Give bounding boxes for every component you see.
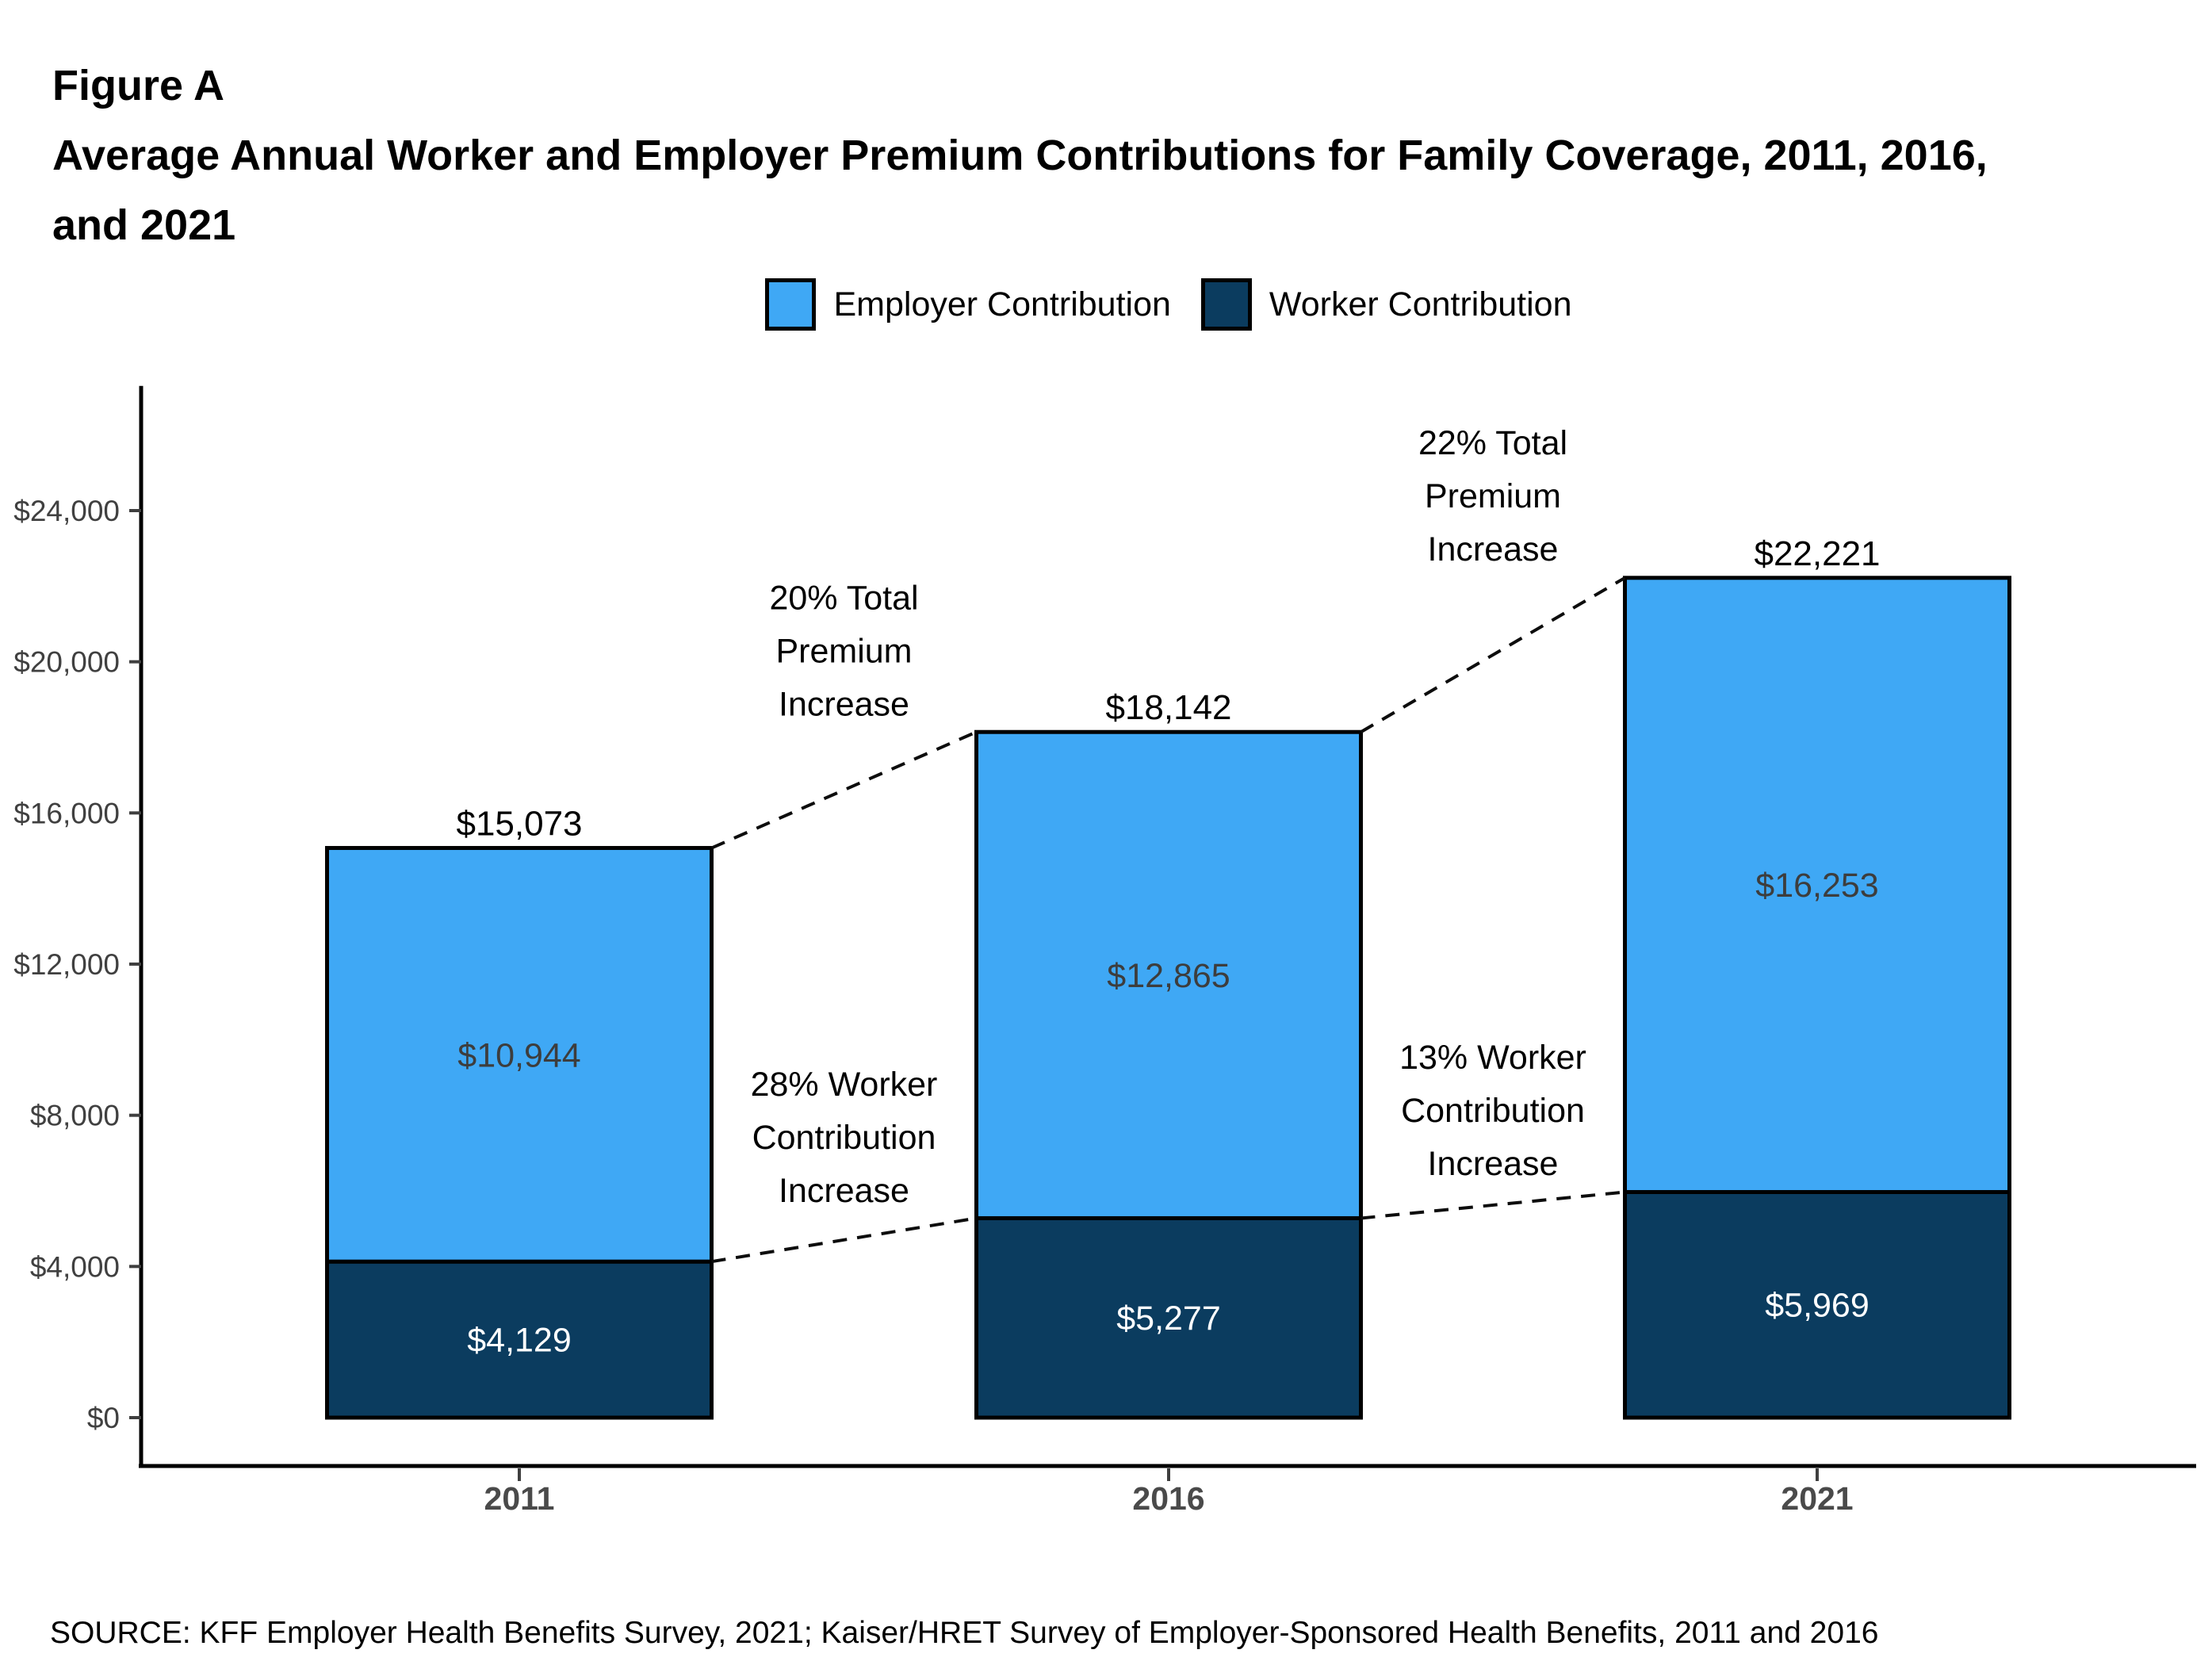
total-value-label-2021: $22,221	[1754, 534, 1880, 573]
y-tick-label: $8,000	[30, 1100, 120, 1132]
connector-total-2016-2021	[1360, 576, 1626, 733]
source-note: SOURCE: KFF Employer Health Benefits Sur…	[50, 1616, 1879, 1650]
y-tick-label: $0	[87, 1402, 120, 1434]
annotation-total-2016-2021-line2: Premium	[1425, 477, 1561, 515]
chart-legend: Employer Contribution Worker Contribution	[141, 266, 2196, 343]
legend-swatch-icon	[765, 278, 817, 331]
y-tick-label: $24,000	[13, 495, 120, 527]
bar-2016-worker-segment	[974, 1215, 1363, 1420]
connector-worker-2016-2021	[1360, 1190, 1625, 1220]
annotation-total-2011-2016-line1: 20% Total	[769, 579, 918, 617]
y-tick-label: $4,000	[30, 1250, 120, 1283]
connector-total-2011-2016	[710, 730, 978, 850]
title-block: Figure A Average Annual Worker and Emplo…	[52, 51, 2019, 260]
y-tick-label: $20,000	[13, 646, 120, 679]
annotation-worker-2016-2021-line2: Contribution	[1401, 1092, 1585, 1130]
legend-item-worker-contribution: Worker Contribution	[1200, 278, 1572, 331]
connector-worker-2011-2016	[711, 1216, 977, 1264]
annotation-worker-2011-2016-line1: 28% Worker	[751, 1066, 938, 1104]
bar-2021-employer-segment	[1623, 576, 2011, 1194]
annotation-total-2016-2021-line1: 22% Total	[1418, 424, 1567, 462]
x-axis-label-2016: 2016	[1132, 1480, 1204, 1517]
annotation-total-2011-2016-line3: Increase	[779, 685, 909, 723]
figure-label: Figure A	[52, 62, 225, 109]
legend-swatch-icon	[1200, 278, 1252, 331]
bar-2011-worker-segment	[325, 1259, 714, 1420]
employer-value-label-2021: $16,253	[1755, 867, 1878, 905]
annotation-total-2011-2016-line2: Premium	[775, 632, 912, 670]
total-value-label-2011: $15,073	[456, 805, 582, 844]
annotation-worker-2011-2016-line3: Increase	[779, 1172, 909, 1210]
legend-label: Employer Contribution	[833, 285, 1171, 323]
legend-label: Worker Contribution	[1269, 285, 1572, 323]
annotation-worker-2016-2021-line1: 13% Worker	[1399, 1039, 1586, 1077]
worker-value-label-2011: $4,129	[467, 1322, 572, 1360]
worker-value-label-2021: $5,969	[1765, 1287, 1869, 1325]
y-tick-label: $16,000	[13, 797, 120, 829]
total-value-label-2016: $18,142	[1105, 688, 1231, 727]
y-tick-label: $12,000	[13, 948, 120, 981]
worker-value-label-2016: $5,277	[1116, 1299, 1221, 1338]
bar-2011-employer-segment	[325, 846, 714, 1264]
bar-2016-employer-segment	[974, 729, 1363, 1220]
annotation-total-2016-2021-line3: Increase	[1428, 530, 1559, 568]
chart-title: Average Annual Worker and Employer Premi…	[52, 132, 1988, 249]
x-axis-label-2021: 2021	[1781, 1480, 1853, 1517]
employer-value-label-2011: $10,944	[457, 1036, 580, 1074]
employer-value-label-2016: $12,865	[1107, 957, 1230, 995]
annotation-worker-2016-2021-line3: Increase	[1428, 1145, 1559, 1183]
legend-item-employer-contribution: Employer Contribution	[765, 278, 1171, 331]
annotation-worker-2011-2016-line2: Contribution	[752, 1119, 936, 1157]
x-axis-label-2011: 2011	[484, 1480, 555, 1517]
